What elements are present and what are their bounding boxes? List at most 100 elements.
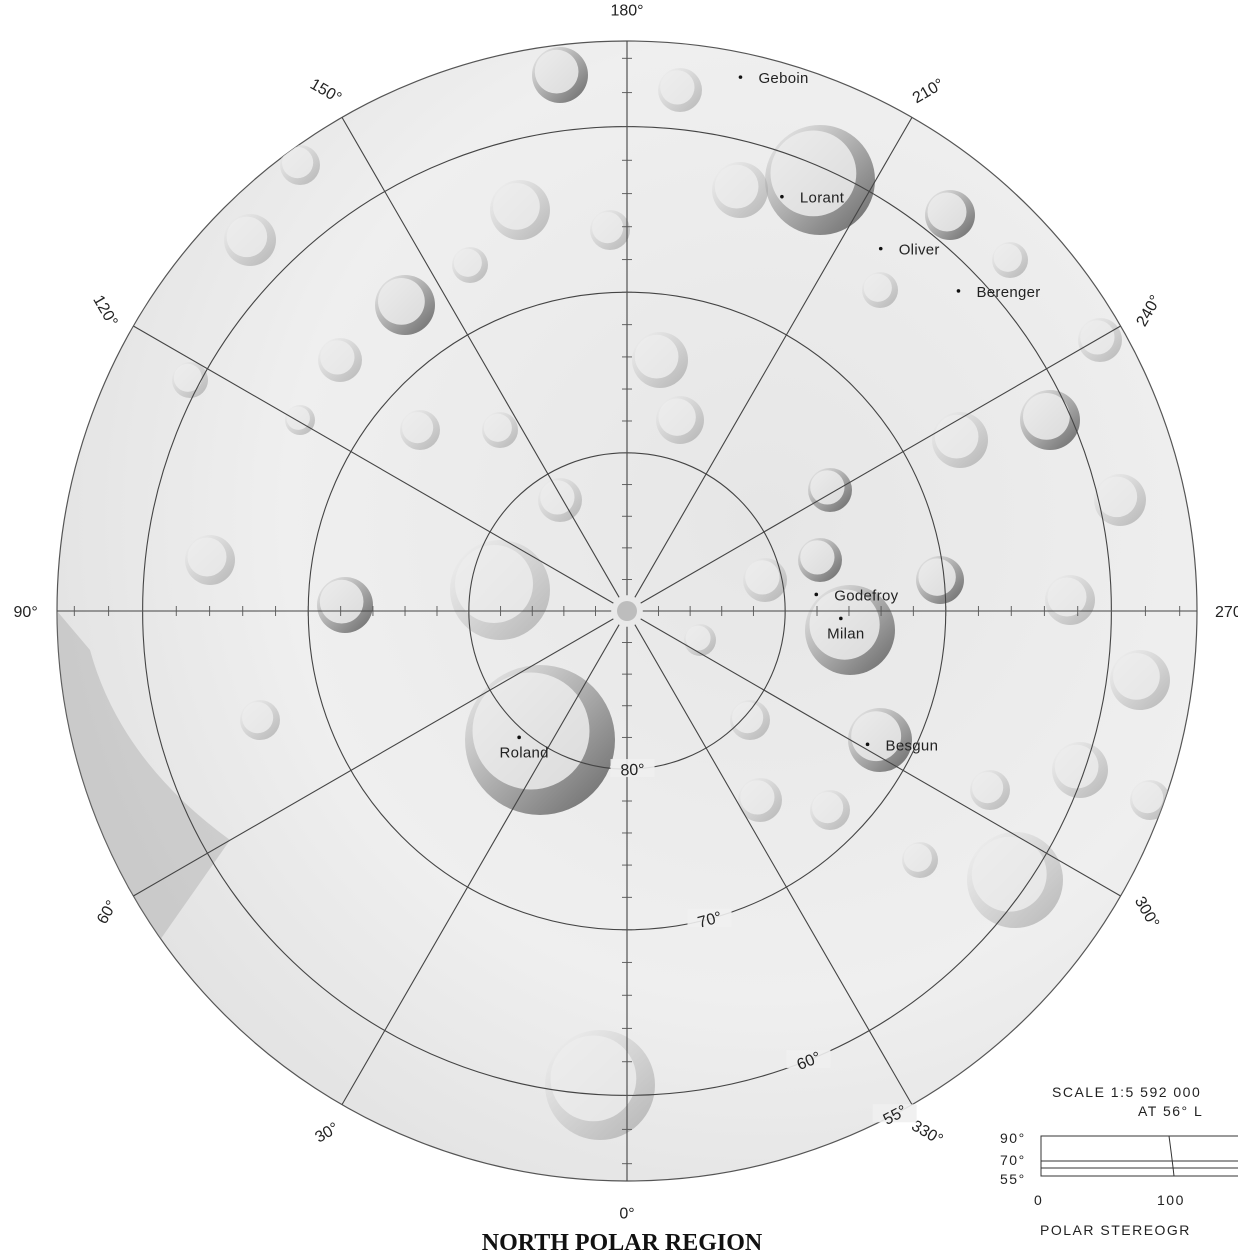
relief-crater: [712, 162, 768, 218]
crater-label: Roland: [499, 744, 548, 761]
scale-lat-90: 90°: [1000, 1130, 1026, 1146]
latitude-label: 70°: [696, 909, 724, 932]
relief-crater: [992, 242, 1028, 278]
crater-label: Godefroy: [834, 587, 898, 604]
relief-crater: [452, 247, 488, 283]
meridian-line: [133, 325, 614, 604]
latitude-label-backdrop: [687, 908, 732, 927]
relief-crater: [1045, 575, 1095, 625]
projection-label: POLAR STEREOGR: [1040, 1222, 1191, 1238]
relief-crater: [1130, 780, 1170, 820]
relief-crater: [967, 832, 1063, 928]
relief-crater: [916, 556, 964, 604]
relief-crater: [808, 468, 852, 512]
crater-label: Berenger: [976, 284, 1040, 301]
crater-center-dot: [780, 194, 784, 199]
relief-crater: [925, 190, 975, 240]
relief-crater: [450, 540, 550, 640]
relief-crater: [240, 700, 280, 740]
relief-crater: [590, 210, 630, 250]
longitude-label: 210°: [910, 76, 947, 107]
relief-crater: [658, 68, 702, 112]
meridian-line: [634, 624, 913, 1105]
relief-crater: [1052, 742, 1108, 798]
latitude-label: 80°: [620, 762, 645, 780]
crater-center-dot: [865, 742, 870, 747]
crater-center-dot: [517, 735, 521, 740]
crater-center-dot: [814, 592, 819, 597]
relief-crater: [1020, 390, 1080, 450]
scale-lat-70: 70°: [1000, 1152, 1026, 1168]
relief-crater: [185, 535, 235, 585]
crater-center-dot: [839, 616, 843, 621]
longitude-label: 60°: [94, 898, 121, 927]
relief-crater: [730, 700, 770, 740]
crater-label: Oliver: [899, 242, 940, 259]
relief-crater: [538, 478, 582, 522]
meridian-line: [640, 618, 1121, 897]
graticule: [57, 41, 1197, 1181]
relief-crater: [224, 214, 276, 266]
relief-crater: [632, 332, 688, 388]
relief-crater: [400, 410, 440, 450]
terrain-relief: [57, 47, 1170, 1140]
scale-latitude-label: AT 56° L: [1138, 1103, 1203, 1119]
crater-label: Milan: [827, 625, 864, 642]
relief-crater: [743, 558, 787, 602]
relief-crater: [765, 125, 875, 235]
relief-crater: [848, 708, 912, 772]
longitude-label: 270: [1215, 604, 1238, 621]
scale-lat-55: 55°: [1000, 1171, 1026, 1187]
crater-center-dot: [878, 246, 883, 251]
relief-crater: [375, 275, 435, 335]
relief-crater: [805, 585, 895, 675]
latitude-label-backdrop: [610, 759, 655, 778]
meridian-line: [133, 618, 614, 897]
relief-crater: [1094, 474, 1146, 526]
longitude-label: 300°: [1131, 894, 1162, 931]
meridian-line: [341, 624, 620, 1105]
longitude-label: 240°: [1133, 292, 1164, 329]
longitude-label: 120°: [89, 292, 120, 329]
crater-label: Geboin: [758, 70, 808, 87]
scale-distance-100: 100: [1157, 1192, 1185, 1208]
map-labels: 0°30°60°90°120°150°180°210°240°270300°33…: [14, 3, 1238, 1223]
scale-label: SCALE 1:5 592 000: [1052, 1084, 1201, 1100]
meridian-line: [341, 117, 620, 598]
longitude-label: 150°: [307, 76, 344, 107]
longitude-label: 30°: [312, 1120, 341, 1147]
crater-center-dot: [738, 75, 743, 79]
pole-mark: [617, 601, 637, 621]
longitude-label: 90°: [14, 604, 38, 621]
crater-label: Besgun: [886, 737, 939, 754]
relief-crater: [490, 180, 550, 240]
relief-crater: [862, 272, 898, 308]
meridian-line: [640, 325, 1121, 604]
scale-distance-0: 0: [1034, 1192, 1043, 1208]
relief-crater: [545, 1030, 655, 1140]
relief-crater: [738, 778, 782, 822]
crater-center-dot: [956, 289, 961, 293]
relief-crater: [280, 145, 320, 185]
relief-crater: [656, 396, 704, 444]
latitude-label-backdrop: [786, 1050, 831, 1069]
relief-crater: [970, 770, 1010, 810]
shadow-region: [57, 611, 230, 940]
relief-crater: [798, 538, 842, 582]
meridian-line: [634, 117, 913, 598]
longitude-label: 0°: [619, 1205, 634, 1222]
relief-crater: [482, 412, 518, 448]
latitude-label-backdrop: [872, 1104, 917, 1123]
relief-crater: [172, 362, 208, 398]
relief-crater: [532, 47, 588, 103]
relief-crater: [932, 412, 988, 468]
scale-legend: SCALE 1:5 592 000 AT 56° L 90° 70° 55° 0…: [1000, 1084, 1238, 1238]
crater-label: Lorant: [800, 190, 845, 207]
map-title: NORTH POLAR REGION: [482, 1230, 763, 1256]
relief-crater: [285, 405, 315, 435]
scale-bar-curve: [1168, 1135, 1175, 1177]
relief-crater: [317, 577, 373, 633]
relief-crater: [1110, 650, 1170, 710]
longitude-label: 180°: [610, 3, 643, 20]
